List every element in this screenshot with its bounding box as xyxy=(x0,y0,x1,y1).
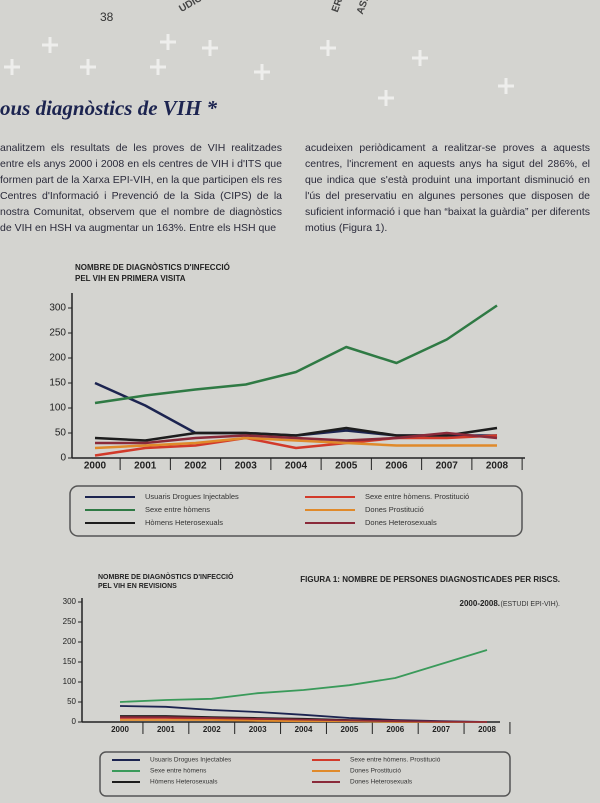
y-tick-label: 150 xyxy=(49,378,66,389)
series-line xyxy=(94,436,497,450)
series-line xyxy=(120,716,488,723)
x-tick-label: 2004 xyxy=(285,461,308,472)
x-tick-label: 2006 xyxy=(385,461,408,472)
x-tick-label: 2003 xyxy=(249,725,267,734)
x-tick-label: 2000 xyxy=(111,725,129,734)
text-column: analitzem els resultats de les proves de… xyxy=(0,142,282,234)
series-line xyxy=(94,304,498,405)
y-tick-label: 250 xyxy=(63,617,77,626)
legend-label: Dones Heterosexuals xyxy=(350,779,413,786)
x-tick-label: 2002 xyxy=(184,461,207,472)
y-tick-label: 150 xyxy=(63,657,77,666)
figure-caption: 2000-2008. xyxy=(460,599,500,608)
legend-label: Dones Heterosexuals xyxy=(365,518,437,527)
y-tick-label: 100 xyxy=(49,403,66,414)
x-tick-label: 2001 xyxy=(134,461,157,472)
legend-label: Hòmens Heterosexuals xyxy=(150,779,218,786)
series-line xyxy=(94,434,498,457)
y-tick-label: 50 xyxy=(67,697,76,706)
x-tick-label: 2007 xyxy=(432,725,450,734)
y-tick-label: 250 xyxy=(49,328,66,339)
legend-label: Usuaris Drogues Injectables xyxy=(145,492,239,501)
legend-label: Sexe entre hòmens xyxy=(145,505,210,514)
x-tick-label: 2002 xyxy=(203,725,221,734)
chart-title: PEL VIH EN PRIMERA VISITA xyxy=(75,274,186,283)
y-tick-label: 50 xyxy=(55,428,67,439)
y-tick-label: 0 xyxy=(60,453,66,464)
y-tick-label: 0 xyxy=(72,717,77,726)
y-tick-label: 200 xyxy=(49,353,66,364)
legend-label: Usuaris Drogues Injectables xyxy=(150,757,232,764)
legend-label: Dones Prostitució xyxy=(365,505,424,514)
y-tick-label: 100 xyxy=(63,677,77,686)
chart-title: NOMBRE DE DIAGNÒSTICS D'INFECCIÓ xyxy=(75,263,230,272)
decorative-crosses xyxy=(4,34,514,106)
chart-title: PEL VIH EN REVISIONS xyxy=(98,583,177,590)
legend-box xyxy=(69,485,523,537)
text-column: acudeixen periòdicament a realitzar-se p… xyxy=(305,142,590,234)
heading: ous diagnòstics de VIH * xyxy=(0,96,218,120)
legend-box xyxy=(99,751,511,797)
y-tick-label: 300 xyxy=(49,303,66,314)
legend-label: Sexe entre hòmens. Prostitució xyxy=(365,492,469,501)
page-number: 38 xyxy=(100,10,114,24)
legend-label: Hòmens Heterosexuals xyxy=(145,518,223,527)
legend-label: Sexe entre hòmens xyxy=(150,768,207,775)
x-tick-label: 2004 xyxy=(295,725,313,734)
x-tick-label: 2008 xyxy=(486,461,509,472)
figure-caption: FIGURA 1: NOMBRE DE PERSONES DIAGNOSTICA… xyxy=(300,575,560,584)
y-tick-label: 200 xyxy=(63,637,77,646)
legend-label: Dones Prostitució xyxy=(350,768,401,775)
series-line xyxy=(95,431,498,445)
x-tick-label: 2003 xyxy=(235,461,258,472)
y-tick-label: 300 xyxy=(63,597,77,606)
series-line xyxy=(119,649,488,703)
x-tick-label: 2008 xyxy=(478,725,496,734)
chart-title: NOMBRE DE DIAGNÒSTICS D'INFECCIÓ xyxy=(98,572,234,581)
x-tick-label: 2000 xyxy=(84,461,107,472)
x-tick-label: 2005 xyxy=(335,461,358,472)
x-tick-label: 2006 xyxy=(386,725,404,734)
figure-source: (ESTUDI EPI-VIH). xyxy=(500,601,560,608)
legend-label: Sexe entre hòmens. Prostitució xyxy=(350,757,441,764)
x-tick-label: 2007 xyxy=(436,461,459,472)
x-tick-label: 2001 xyxy=(157,725,175,734)
x-tick-label: 2005 xyxy=(340,725,358,734)
